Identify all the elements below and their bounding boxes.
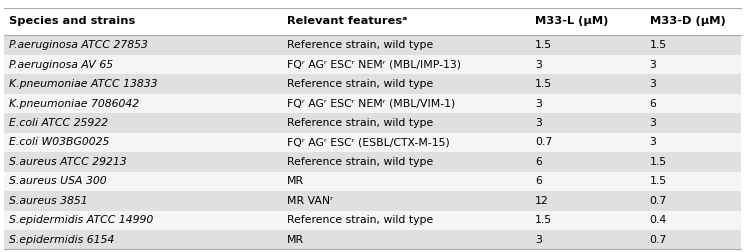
- Bar: [4, 230, 741, 249]
- Bar: [4, 55, 741, 74]
- Text: Reference strain, wild type: Reference strain, wild type: [287, 215, 433, 225]
- Text: 6: 6: [535, 176, 542, 186]
- Text: 6: 6: [535, 157, 542, 167]
- Text: 3: 3: [535, 99, 542, 109]
- Text: 3: 3: [650, 137, 656, 147]
- Bar: [4, 35, 741, 55]
- Text: 1.5: 1.5: [535, 40, 552, 50]
- Text: 12: 12: [535, 196, 548, 206]
- Text: FQʳ AGʳ ESCʳ NEMʳ (MBL/IMP-13): FQʳ AGʳ ESCʳ NEMʳ (MBL/IMP-13): [287, 59, 461, 70]
- Text: 0.7: 0.7: [535, 137, 552, 147]
- Text: 6: 6: [650, 99, 656, 109]
- Text: E.coli W03BG0025: E.coli W03BG0025: [9, 137, 110, 147]
- Text: 1.5: 1.5: [535, 215, 552, 225]
- Text: E.coli ATCC 25922: E.coli ATCC 25922: [9, 118, 108, 128]
- Text: S.aureus 3851: S.aureus 3851: [9, 196, 88, 206]
- Bar: [4, 8, 741, 35]
- Text: 3: 3: [535, 235, 542, 245]
- Text: 3: 3: [535, 59, 542, 70]
- Bar: [4, 152, 741, 172]
- Text: M33-D (μM): M33-D (μM): [650, 16, 726, 26]
- Text: P.aeruginosa ATCC 27853: P.aeruginosa ATCC 27853: [9, 40, 148, 50]
- Text: P.aeruginosa AV 65: P.aeruginosa AV 65: [9, 59, 113, 70]
- Text: 3: 3: [535, 118, 542, 128]
- Bar: [4, 191, 741, 211]
- Text: 3: 3: [650, 59, 656, 70]
- Text: 1.5: 1.5: [535, 79, 552, 89]
- Text: Relevant featuresᵃ: Relevant featuresᵃ: [287, 16, 408, 26]
- Text: Reference strain, wild type: Reference strain, wild type: [287, 40, 433, 50]
- Text: Reference strain, wild type: Reference strain, wild type: [287, 118, 433, 128]
- Text: MR: MR: [287, 176, 304, 186]
- Text: 1.5: 1.5: [650, 157, 667, 167]
- Text: Species and strains: Species and strains: [9, 16, 135, 26]
- Bar: [4, 172, 741, 191]
- Text: 3: 3: [650, 118, 656, 128]
- Text: 1.5: 1.5: [650, 176, 667, 186]
- Text: S.aureus USA 300: S.aureus USA 300: [9, 176, 107, 186]
- Bar: [4, 211, 741, 230]
- Text: 0.7: 0.7: [650, 196, 667, 206]
- Bar: [4, 94, 741, 113]
- Text: K.pneumoniae ATCC 13833: K.pneumoniae ATCC 13833: [9, 79, 157, 89]
- Bar: [4, 74, 741, 94]
- Text: Reference strain, wild type: Reference strain, wild type: [287, 79, 433, 89]
- Text: 0.4: 0.4: [650, 215, 667, 225]
- Text: FQʳ AGʳ ESCʳ NEMʳ (MBL/VIM-1): FQʳ AGʳ ESCʳ NEMʳ (MBL/VIM-1): [287, 99, 455, 109]
- Text: 1.5: 1.5: [650, 40, 667, 50]
- Text: K.pneumoniae 7086042: K.pneumoniae 7086042: [9, 99, 139, 109]
- Text: 0.7: 0.7: [650, 235, 667, 245]
- Text: Reference strain, wild type: Reference strain, wild type: [287, 157, 433, 167]
- Bar: [4, 133, 741, 152]
- Text: MR: MR: [287, 235, 304, 245]
- Text: M33-L (μM): M33-L (μM): [535, 16, 608, 26]
- Text: MR VANʳ: MR VANʳ: [287, 196, 333, 206]
- Text: S.epidermidis 6154: S.epidermidis 6154: [9, 235, 114, 245]
- Text: 3: 3: [650, 79, 656, 89]
- Bar: [4, 113, 741, 133]
- Text: S.aureus ATCC 29213: S.aureus ATCC 29213: [9, 157, 127, 167]
- Text: S.epidermidis ATCC 14990: S.epidermidis ATCC 14990: [9, 215, 153, 225]
- Text: FQʳ AGʳ ESCʳ (ESBL/CTX-M-15): FQʳ AGʳ ESCʳ (ESBL/CTX-M-15): [287, 137, 449, 147]
